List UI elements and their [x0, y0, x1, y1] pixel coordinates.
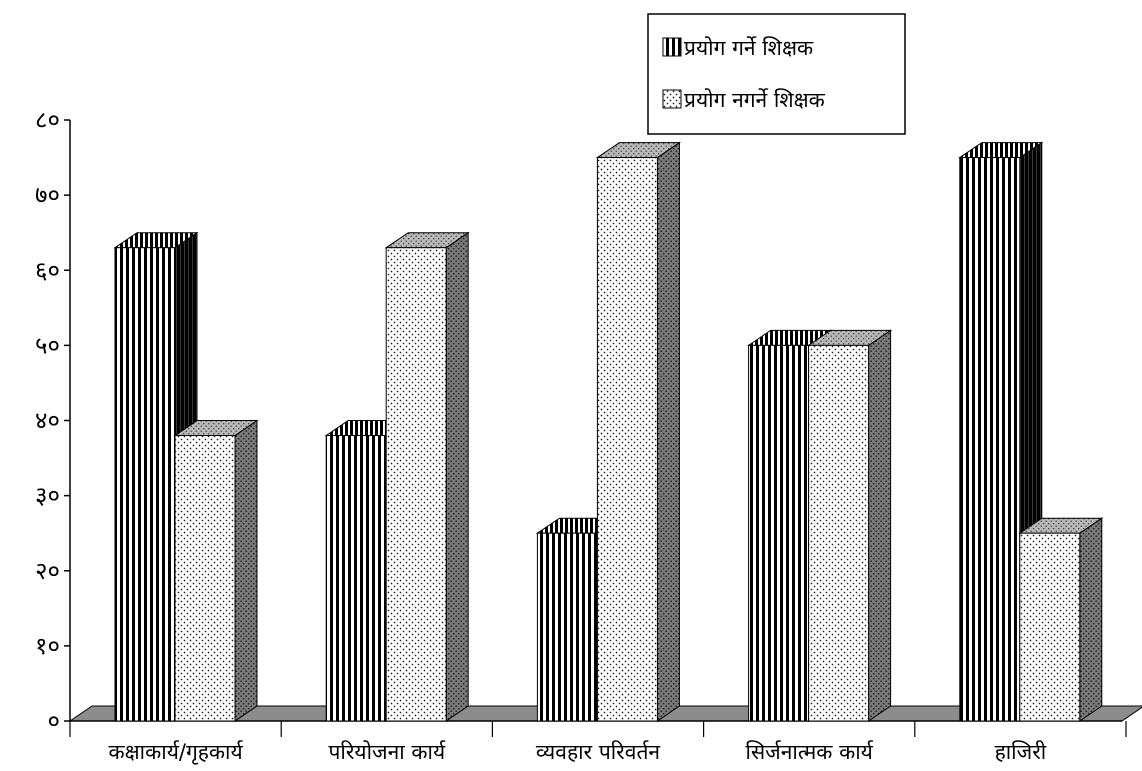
x-category-label: हाजिरी: [995, 740, 1047, 764]
bar-front: [174, 435, 236, 722]
bar-front: [808, 344, 870, 722]
bar-side: [445, 231, 469, 722]
y-tick-label: ०: [48, 707, 60, 735]
x-axis-labels: कक्षाकार्य/गृहकार्य परियोजना कार्य व्यवहार…: [109, 740, 1047, 765]
x-category-label: सिर्जनात्मक कार्य: [746, 740, 874, 764]
y-tick-label: ७०: [35, 181, 60, 209]
bar-front: [748, 344, 810, 722]
legend-swatch: [662, 89, 682, 109]
legend-label: प्रयोग गर्ने शिक्षक: [684, 36, 814, 60]
y-tick-label: ५०: [35, 331, 60, 359]
bar: [384, 231, 470, 722]
bar: [806, 329, 893, 722]
bar-front: [536, 532, 598, 722]
y-tick-label: ६०: [35, 256, 60, 284]
x-category-label: व्यवहार परिवर्तन: [536, 740, 660, 764]
bar-side: [234, 419, 258, 722]
bar-front: [385, 247, 447, 722]
y-tick-label: १०: [35, 632, 60, 660]
bar-side: [1079, 517, 1103, 722]
bar-side: [868, 329, 892, 722]
bar-front: [1019, 532, 1081, 722]
bars: [113, 141, 1104, 722]
y-axis: ० १० २० ३० ४० ५० ६० ७० ८०: [35, 106, 1127, 737]
bar-front: [959, 157, 1021, 722]
bar-side: [656, 141, 680, 722]
x-category-label: परियोजना कार्य: [328, 740, 446, 764]
legend: प्रयोग गर्ने शिक्षक प्रयोग नगर्ने शिक्षक: [647, 13, 906, 135]
legend-swatch: [662, 37, 682, 57]
bar: [173, 419, 259, 722]
legend-label: प्रयोग नगर्ने शिक्षक: [684, 88, 826, 112]
bar: [1018, 517, 1104, 722]
x-category-label: कक्षाकार्य/गृहकार्य: [109, 740, 244, 765]
legend-box: [647, 13, 906, 135]
bar-front: [596, 157, 658, 722]
y-tick-label: २०: [35, 557, 60, 585]
bar-front: [114, 247, 176, 722]
y-tick-label: ४०: [35, 407, 60, 435]
bar-front: [325, 435, 387, 722]
y-tick-label: ३०: [35, 482, 60, 510]
y-tick-label: ८०: [35, 106, 60, 134]
bar: [595, 141, 682, 722]
